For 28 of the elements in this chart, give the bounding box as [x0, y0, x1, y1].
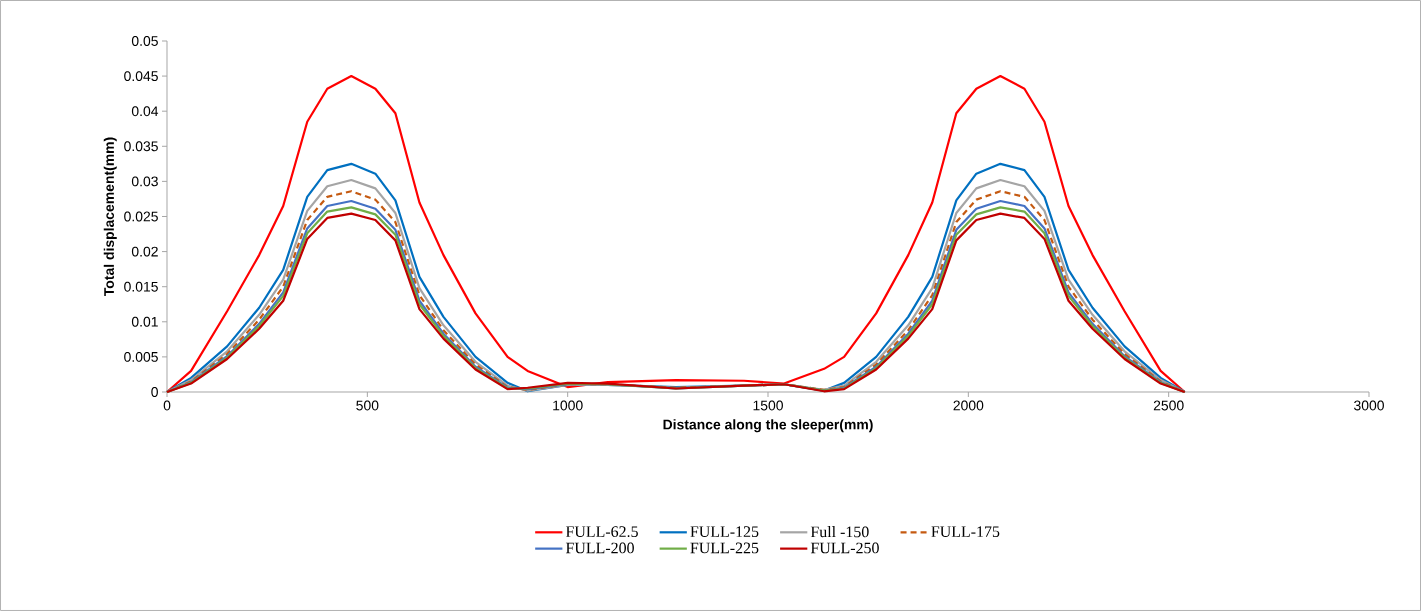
y-tick-label: 0.02: [131, 246, 158, 257]
y-tick-label: 0.005: [124, 351, 158, 362]
y-tick-label: 0.03: [131, 176, 158, 187]
x-tick-label: 500: [356, 400, 379, 411]
y-tick-label: 0.04: [131, 106, 159, 117]
x-axis-title: Distance along the sleeper(mm): [663, 419, 873, 433]
x-tick-label: 1000: [553, 400, 583, 411]
legend-label: FULL-200: [565, 542, 634, 554]
legend-label: FULL-125: [690, 526, 759, 537]
y-tick-label: 0.015: [124, 281, 158, 292]
line-series: [165, 74, 1186, 394]
x-tick-label: 2500: [1153, 400, 1184, 411]
y-axis-title: Total displacement(mm): [103, 137, 117, 297]
y-tick-label: 0.035: [124, 141, 158, 152]
y-tick-label: 0.05: [131, 36, 158, 46]
y-tick-label: 0.01: [131, 316, 158, 327]
x-tick-label: 0: [163, 400, 171, 411]
legend-label: FULL-175: [931, 526, 1000, 537]
legend-label: FULL-62.5: [565, 526, 638, 538]
legend-label: Full -150: [810, 526, 869, 538]
legend-label: FULL-250: [810, 542, 879, 554]
x-tick-label: 1500: [753, 400, 783, 411]
y-tick-label: 0.025: [124, 211, 158, 222]
y-tick-label: 0.045: [124, 71, 158, 82]
x-tick-label: 2000: [953, 400, 984, 411]
legend-label: FULL-225: [690, 542, 759, 554]
x-tick-label: 3000: [1354, 400, 1384, 411]
y-tick-label: 0: [151, 387, 158, 397]
